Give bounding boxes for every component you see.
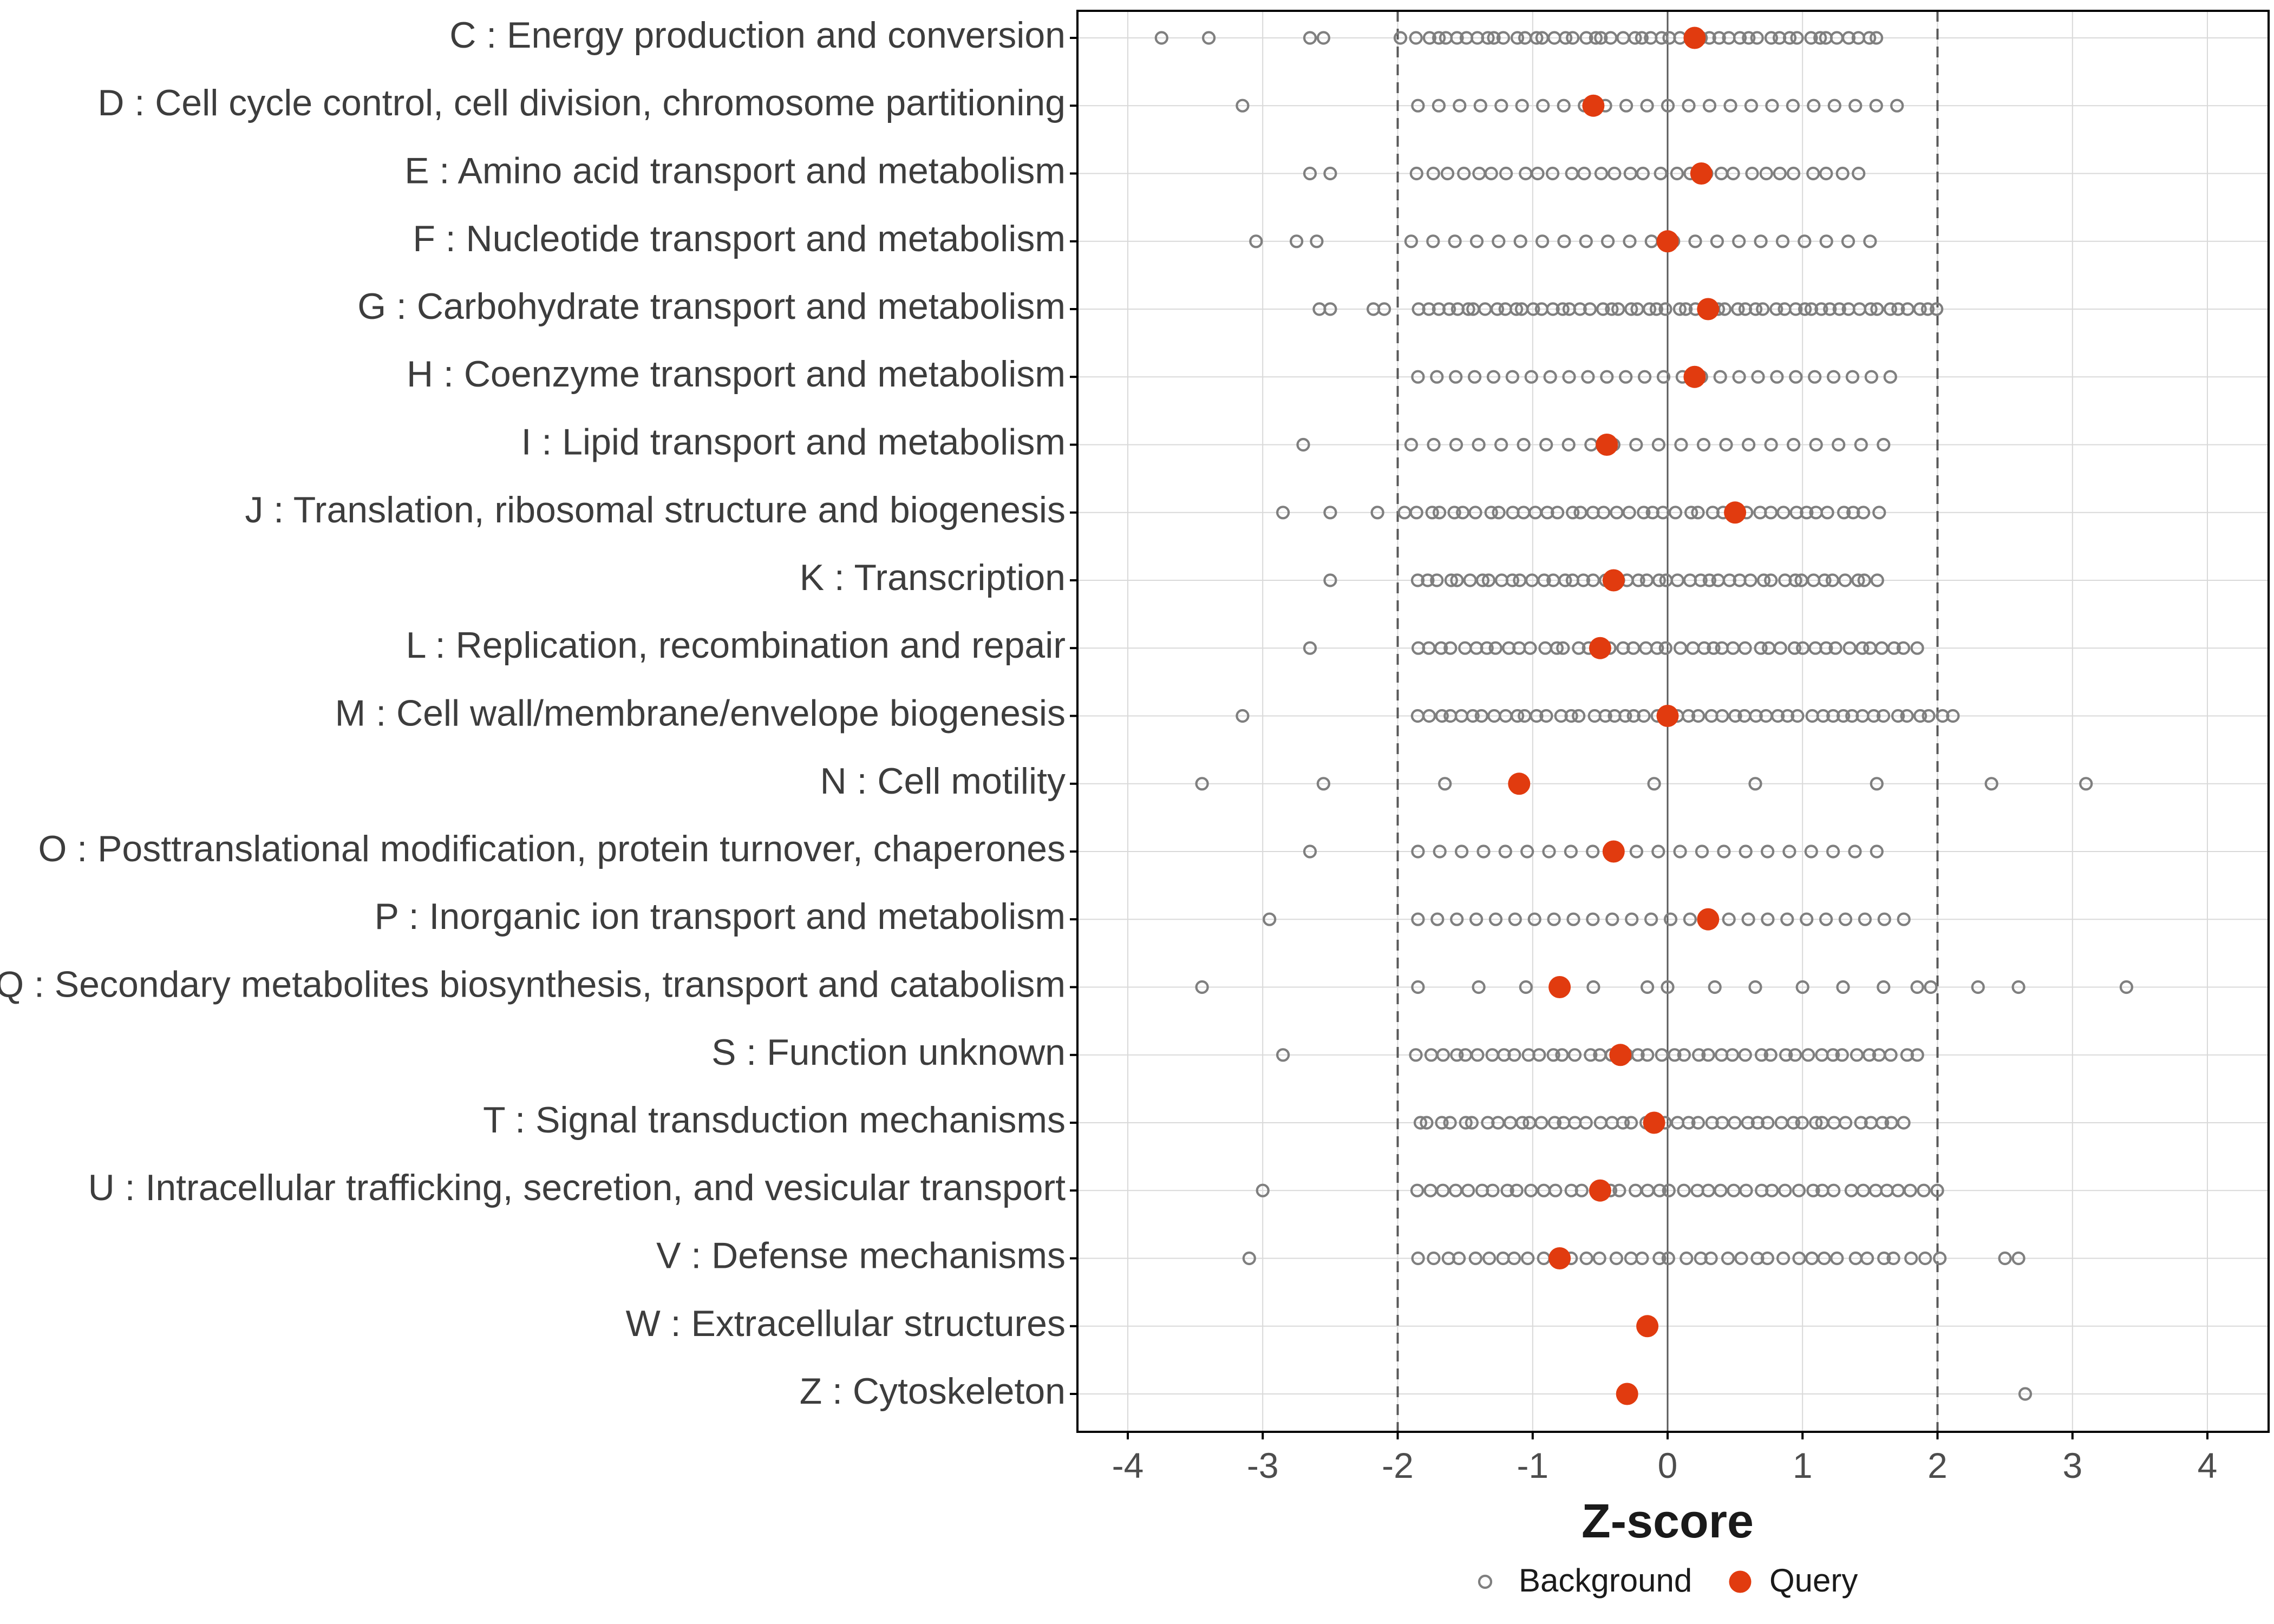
svg-text:M : Cell wall/membrane/envelop: M : Cell wall/membrane/envelope biogenes… bbox=[335, 692, 1066, 734]
svg-text:J : Translation, ribosomal str: J : Translation, ribosomal structure and… bbox=[245, 489, 1066, 531]
svg-text:-1: -1 bbox=[1517, 1445, 1548, 1485]
svg-text:Query: Query bbox=[1769, 1562, 1858, 1599]
svg-text:-4: -4 bbox=[1112, 1445, 1144, 1485]
svg-text:O : Posttranslational modifica: O : Posttranslational modification, prot… bbox=[38, 828, 1066, 869]
svg-text:P : Inorganic ion transport an: P : Inorganic ion transport and metaboli… bbox=[375, 896, 1066, 937]
svg-text:S : Function unknown: S : Function unknown bbox=[711, 1032, 1066, 1073]
svg-text:C : Energy production and conv: C : Energy production and conversion bbox=[449, 15, 1066, 56]
svg-text:Z-score: Z-score bbox=[1582, 1494, 1754, 1548]
svg-text:1: 1 bbox=[1793, 1445, 1813, 1485]
svg-text:G : Carbohydrate transport and: G : Carbohydrate transport and metabolis… bbox=[357, 286, 1066, 327]
svg-text:-2: -2 bbox=[1382, 1445, 1414, 1485]
svg-text:0: 0 bbox=[1658, 1445, 1678, 1485]
svg-text:Background: Background bbox=[1519, 1562, 1692, 1599]
svg-text:3: 3 bbox=[2062, 1445, 2082, 1485]
svg-text:Q : Secondary metabolites bios: Q : Secondary metabolites biosynthesis, … bbox=[0, 964, 1066, 1005]
svg-text:E : Amino acid transport and m: E : Amino acid transport and metabolism bbox=[404, 150, 1066, 191]
svg-text:-3: -3 bbox=[1247, 1445, 1279, 1485]
svg-text:T : Signal transduction mechan: T : Signal transduction mechanisms bbox=[483, 1099, 1066, 1141]
svg-text:H : Coenzyme transport and met: H : Coenzyme transport and metabolism bbox=[407, 353, 1066, 395]
svg-text:N : Cell motility: N : Cell motility bbox=[820, 761, 1066, 802]
svg-text:F : Nucleotide transport and m: F : Nucleotide transport and metabolism bbox=[413, 218, 1066, 259]
svg-text:K : Transcription: K : Transcription bbox=[800, 557, 1066, 598]
svg-text:2: 2 bbox=[1927, 1445, 1948, 1485]
svg-text:Z : Cytoskeleton: Z : Cytoskeleton bbox=[800, 1371, 1066, 1412]
svg-text:W : Extracellular structures: W : Extracellular structures bbox=[626, 1303, 1066, 1344]
svg-text:D : Cell cycle control, cell d: D : Cell cycle control, cell division, c… bbox=[97, 82, 1066, 123]
svg-text:I : Lipid transport and metabo: I : Lipid transport and metabolism bbox=[521, 421, 1066, 462]
svg-text:U : Intracellular trafficking,: U : Intracellular trafficking, secretion… bbox=[88, 1167, 1066, 1208]
svg-text:L : Replication, recombination: L : Replication, recombination and repai… bbox=[406, 625, 1066, 666]
svg-text:V : Defense mechanisms: V : Defense mechanisms bbox=[656, 1235, 1066, 1276]
svg-text:4: 4 bbox=[2198, 1445, 2218, 1485]
